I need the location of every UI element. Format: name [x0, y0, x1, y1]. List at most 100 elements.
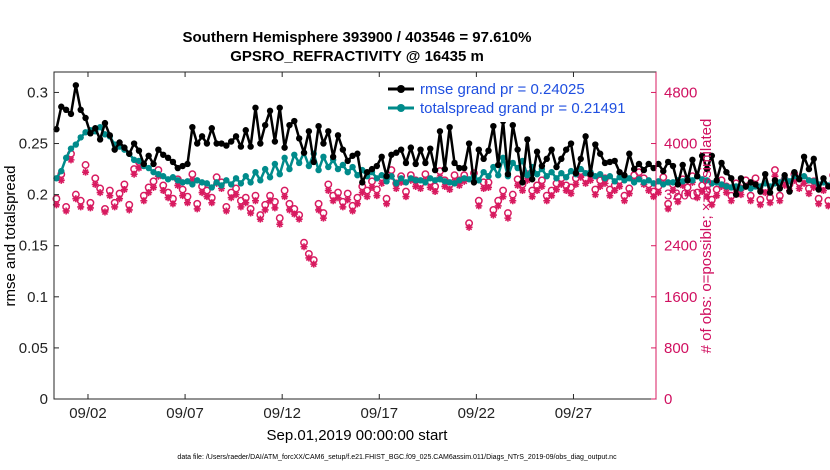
rmse-point: [431, 166, 439, 174]
totalspread-point: [553, 175, 560, 182]
rmse-point: [718, 159, 725, 167]
rmse-point: [402, 159, 410, 167]
rmse-point: [465, 140, 473, 147]
totalspread-point: [480, 168, 487, 176]
rmse-point: [363, 168, 371, 176]
totalspread-point: [548, 168, 555, 176]
rmse-point: [393, 149, 400, 156]
totalspread-point: [378, 172, 385, 179]
rmse-point: [548, 146, 555, 153]
obs-assimilated-point: [800, 179, 808, 187]
rmse-point: [713, 177, 720, 184]
x-axis: 09/02 09/07 09/12 09/17 09/22 09/27: [69, 72, 592, 422]
obs-assimilated-point: [518, 187, 526, 195]
rmse-point: [87, 130, 94, 137]
rmse-point: [266, 107, 274, 115]
rmse-point: [145, 152, 152, 159]
rmse-point: [232, 133, 240, 140]
obs-assimilated-point: [489, 211, 497, 219]
obs-assimilated-point: [441, 182, 449, 190]
rmse-point: [427, 145, 434, 152]
chart-title-line2: GPSRO_REFRACTIVITY @ 16435 m: [230, 48, 484, 65]
obs-assimilated-point: [650, 193, 658, 201]
data-file-footer: data file: /Users/raeder/DAI/ATM_forcXX/…: [177, 454, 617, 461]
obs-assimilated-point: [96, 189, 104, 197]
obs-assimilated-point: [494, 202, 502, 210]
y-axis-left: 0 0.05 0.1 0.15 0.2 0.25 0.3: [19, 84, 59, 408]
totalspread-point: [383, 178, 390, 185]
rmse-point: [475, 146, 482, 153]
totalspread-point: [509, 159, 516, 167]
rmse-point: [397, 146, 405, 153]
totalspread-point: [499, 154, 507, 162]
rmse-point: [771, 177, 779, 184]
totalspread-point: [305, 162, 313, 170]
obs-assimilated-point: [684, 190, 692, 198]
rmse-point: [208, 125, 215, 132]
obs-assimilated-point: [533, 187, 541, 195]
obs-assimilated-point: [713, 192, 721, 200]
totalspread-point: [669, 179, 677, 186]
rmse-point: [606, 158, 614, 166]
totalspread-point: [67, 145, 75, 152]
obs-assimilated-point: [514, 181, 522, 189]
rmse-point: [655, 160, 662, 168]
totalspread-point: [334, 165, 342, 173]
obs-assimilated-point: [776, 197, 784, 205]
rmse-point: [674, 181, 682, 188]
totalspread-point: [354, 172, 361, 179]
rmse-point: [543, 155, 550, 163]
obs-assimilated-point: [625, 190, 633, 198]
rmse-point: [339, 146, 347, 153]
obs-assimilated-point: [82, 168, 90, 176]
totalspread-point: [407, 175, 415, 182]
rmse-point: [92, 125, 99, 132]
rmse-point: [194, 140, 201, 147]
totalspread-point: [723, 183, 730, 190]
totalspread-point: [524, 172, 531, 179]
totalspread-point: [708, 180, 716, 187]
obs-assimilated-point: [679, 181, 687, 189]
totalspread-point: [645, 177, 652, 184]
totalspread-point: [228, 181, 235, 188]
rmse-point: [116, 139, 123, 146]
obs-assimilated-point: [256, 215, 264, 223]
totalspread-point: [543, 173, 550, 180]
totalspread-point: [465, 176, 473, 183]
obs-assimilated-point: [737, 191, 745, 199]
obs-assimilated-point: [805, 190, 813, 198]
obs-assimilated-point: [538, 182, 546, 190]
obs-assimilated-point: [106, 192, 114, 200]
totalspread-point: [558, 169, 565, 177]
rmse-point: [111, 146, 118, 153]
rmse-point: [228, 138, 235, 145]
totalspread-point: [703, 177, 711, 184]
rmse-point: [635, 160, 643, 168]
totalspread-point: [606, 173, 614, 180]
rmse-point: [732, 191, 740, 198]
obs-assimilated-point: [91, 180, 99, 188]
obs-assimilated-point: [572, 180, 580, 188]
rmse-point: [300, 149, 308, 156]
rmse-point: [664, 158, 672, 166]
obs-assimilated-point: [417, 184, 425, 192]
totalspread-point: [271, 160, 279, 168]
rmse-point: [747, 179, 754, 186]
totalspread-point: [412, 177, 419, 184]
totalspread-point: [805, 177, 813, 184]
y2-tick-label: 4000: [664, 136, 697, 153]
obs-assimilated-point: [465, 223, 473, 231]
legend-rmse-marker: [397, 85, 405, 93]
rmse-point: [271, 138, 279, 145]
rmse-point: [805, 165, 813, 173]
rmse-series: [53, 82, 830, 198]
obs-assimilated-point: [446, 186, 454, 194]
totalspread-point: [164, 176, 172, 183]
totalspread-point: [184, 178, 191, 185]
obs-assimilated-point: [188, 176, 196, 184]
obs-assimilated-point: [310, 260, 318, 268]
totalspread-point: [194, 177, 201, 184]
rmse-point: [495, 161, 502, 169]
obs-assimilated-point: [179, 192, 187, 200]
obs-assimilated-point: [169, 200, 177, 208]
